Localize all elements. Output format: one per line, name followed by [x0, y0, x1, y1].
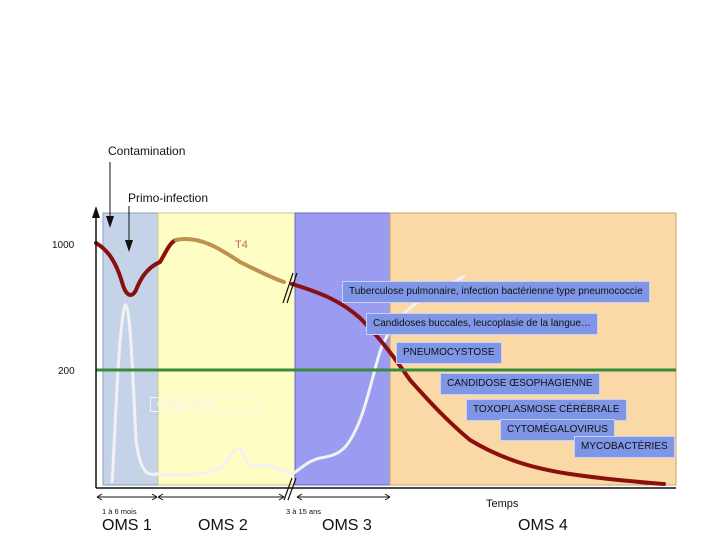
- x-axis-label-temps: Temps: [486, 498, 519, 510]
- stage-band-oms3: [294, 212, 391, 486]
- infection-box-tuberculose: Tuberculose pulmonaire, infection bactér…: [342, 281, 650, 303]
- period-bracket-2: [157, 493, 285, 501]
- contamination-arrow-head: [106, 216, 114, 228]
- y-axis-arrow: [92, 206, 100, 218]
- t4-curve-decline: [290, 282, 666, 486]
- infection-box-cytomegalovirus: CYTOMÉGALOVIRUS: [500, 419, 615, 441]
- infection-box-mycobacteries: MYCOBACTÉRIES: [574, 436, 675, 458]
- y-tick-200: 200: [58, 366, 75, 377]
- primo-infection-label: Primo-infection: [128, 191, 209, 205]
- axis-break-marks: [282, 272, 298, 501]
- infection-box-pneumocystose: PNEUMOCYSTOSE: [396, 342, 502, 364]
- t4-curve-primo: [94, 238, 178, 297]
- stage-label-oms1: OMS 1: [102, 517, 152, 534]
- viral-load-curve: [110, 274, 466, 484]
- primo-arrow-head: [125, 240, 133, 252]
- y-tick-1000: 1000: [52, 240, 75, 251]
- infection-box-candidose-oesophagienne: CANDIDOSE ŒSOPHAGIENNE: [440, 373, 600, 395]
- stage-band-oms2: [157, 212, 296, 486]
- period-label-1-6-mois: 1 à 6 mois: [102, 507, 137, 516]
- viral-load-label: charge virale: [150, 397, 262, 412]
- stage-label-oms3: OMS 3: [322, 517, 372, 534]
- infection-box-candidoses-buccales: Candidoses buccales, leucoplasie de la l…: [366, 313, 598, 335]
- contamination-label: Contamination: [108, 144, 186, 158]
- t4-series-label: T4: [235, 239, 248, 251]
- stage-label-oms2: OMS 2: [198, 517, 248, 534]
- period-label-3-15-ans: 3 à 15 ans: [286, 507, 322, 516]
- infection-box-toxoplasmose: TOXOPLASMOSE CÉRÉBRALE: [466, 399, 627, 421]
- stage-label-oms4: OMS 4: [518, 517, 568, 534]
- period-bracket-3: [296, 493, 391, 501]
- period-bracket-1: [96, 493, 158, 501]
- t4-curve-latent: [174, 237, 286, 284]
